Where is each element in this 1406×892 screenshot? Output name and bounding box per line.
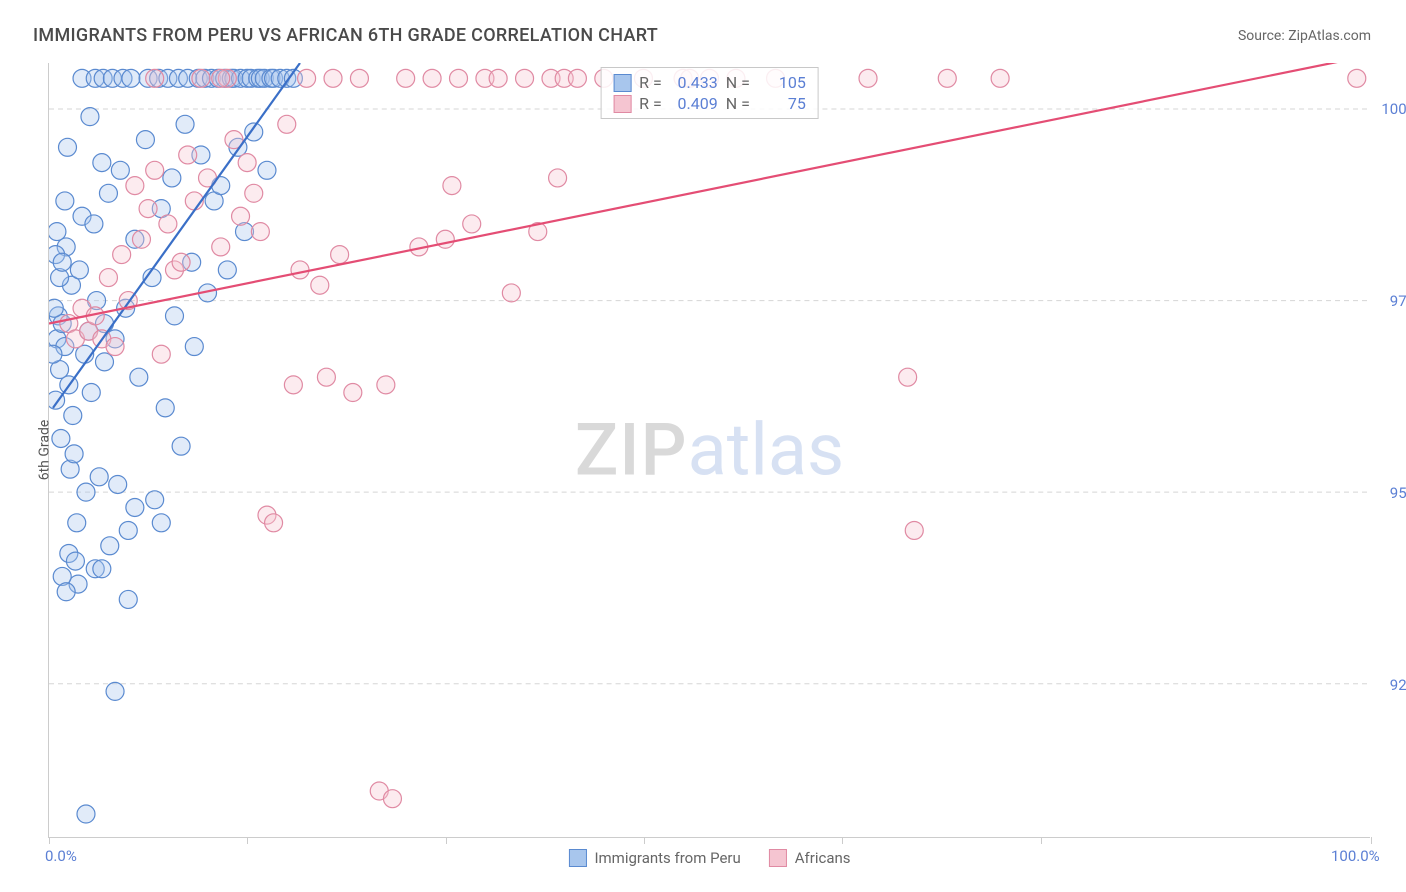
x-tick-label: 100.0%	[1331, 847, 1380, 865]
legend: Immigrants from Peru Africans	[568, 849, 850, 867]
legend-item-peru: Immigrants from Peru	[568, 849, 740, 867]
y-tick-label: 97.5%	[1390, 292, 1406, 310]
chart-plot-area: 6th Grade ZIPatlas 92.5%95.0%97.5%100.0%…	[48, 63, 1370, 838]
scatter-plot-svg	[49, 63, 1370, 837]
y-tick-label: 95.0%	[1390, 484, 1406, 502]
x-tick-label: 0.0%	[45, 847, 77, 865]
legend-item-africans: Africans	[769, 849, 851, 867]
stats-r-value-peru: 0.433	[670, 73, 718, 92]
legend-label-peru: Immigrants from Peru	[594, 849, 740, 867]
stats-row-africans: R = 0.409 N = 75	[609, 93, 810, 114]
chart-title: IMMIGRANTS FROM PERU VS AFRICAN 6TH GRAD…	[33, 25, 658, 46]
legend-label-africans: Africans	[795, 849, 851, 867]
y-tick-label: 92.5%	[1390, 676, 1406, 694]
stats-n-value-peru: 105	[758, 73, 806, 92]
y-tick-label: 100.0%	[1381, 100, 1406, 118]
legend-swatch-peru	[568, 849, 586, 867]
stats-r-label: R =	[639, 73, 662, 92]
stats-swatch-peru	[613, 74, 631, 92]
stats-swatch-africans	[613, 95, 631, 113]
legend-swatch-africans	[769, 849, 787, 867]
stats-n-value-africans: 75	[758, 94, 806, 113]
correlation-stats-box: R = 0.433 N = 105 R = 0.409 N = 75	[600, 67, 819, 119]
stats-n-label: N =	[726, 94, 750, 113]
stats-r-label: R =	[639, 94, 662, 113]
stats-row-peru: R = 0.433 N = 105	[609, 72, 810, 93]
stats-r-value-africans: 0.409	[670, 94, 718, 113]
stats-n-label: N =	[726, 73, 750, 92]
source-attribution: Source: ZipAtlas.com	[1238, 28, 1371, 44]
